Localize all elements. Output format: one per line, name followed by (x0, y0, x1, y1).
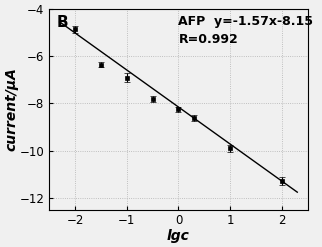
Y-axis label: current/μA: current/μA (4, 67, 18, 151)
Text: B: B (57, 15, 69, 30)
Text: AFP  y=-1.57x-8.15
R=0.992: AFP y=-1.57x-8.15 R=0.992 (178, 15, 313, 46)
X-axis label: lgc: lgc (167, 229, 190, 243)
